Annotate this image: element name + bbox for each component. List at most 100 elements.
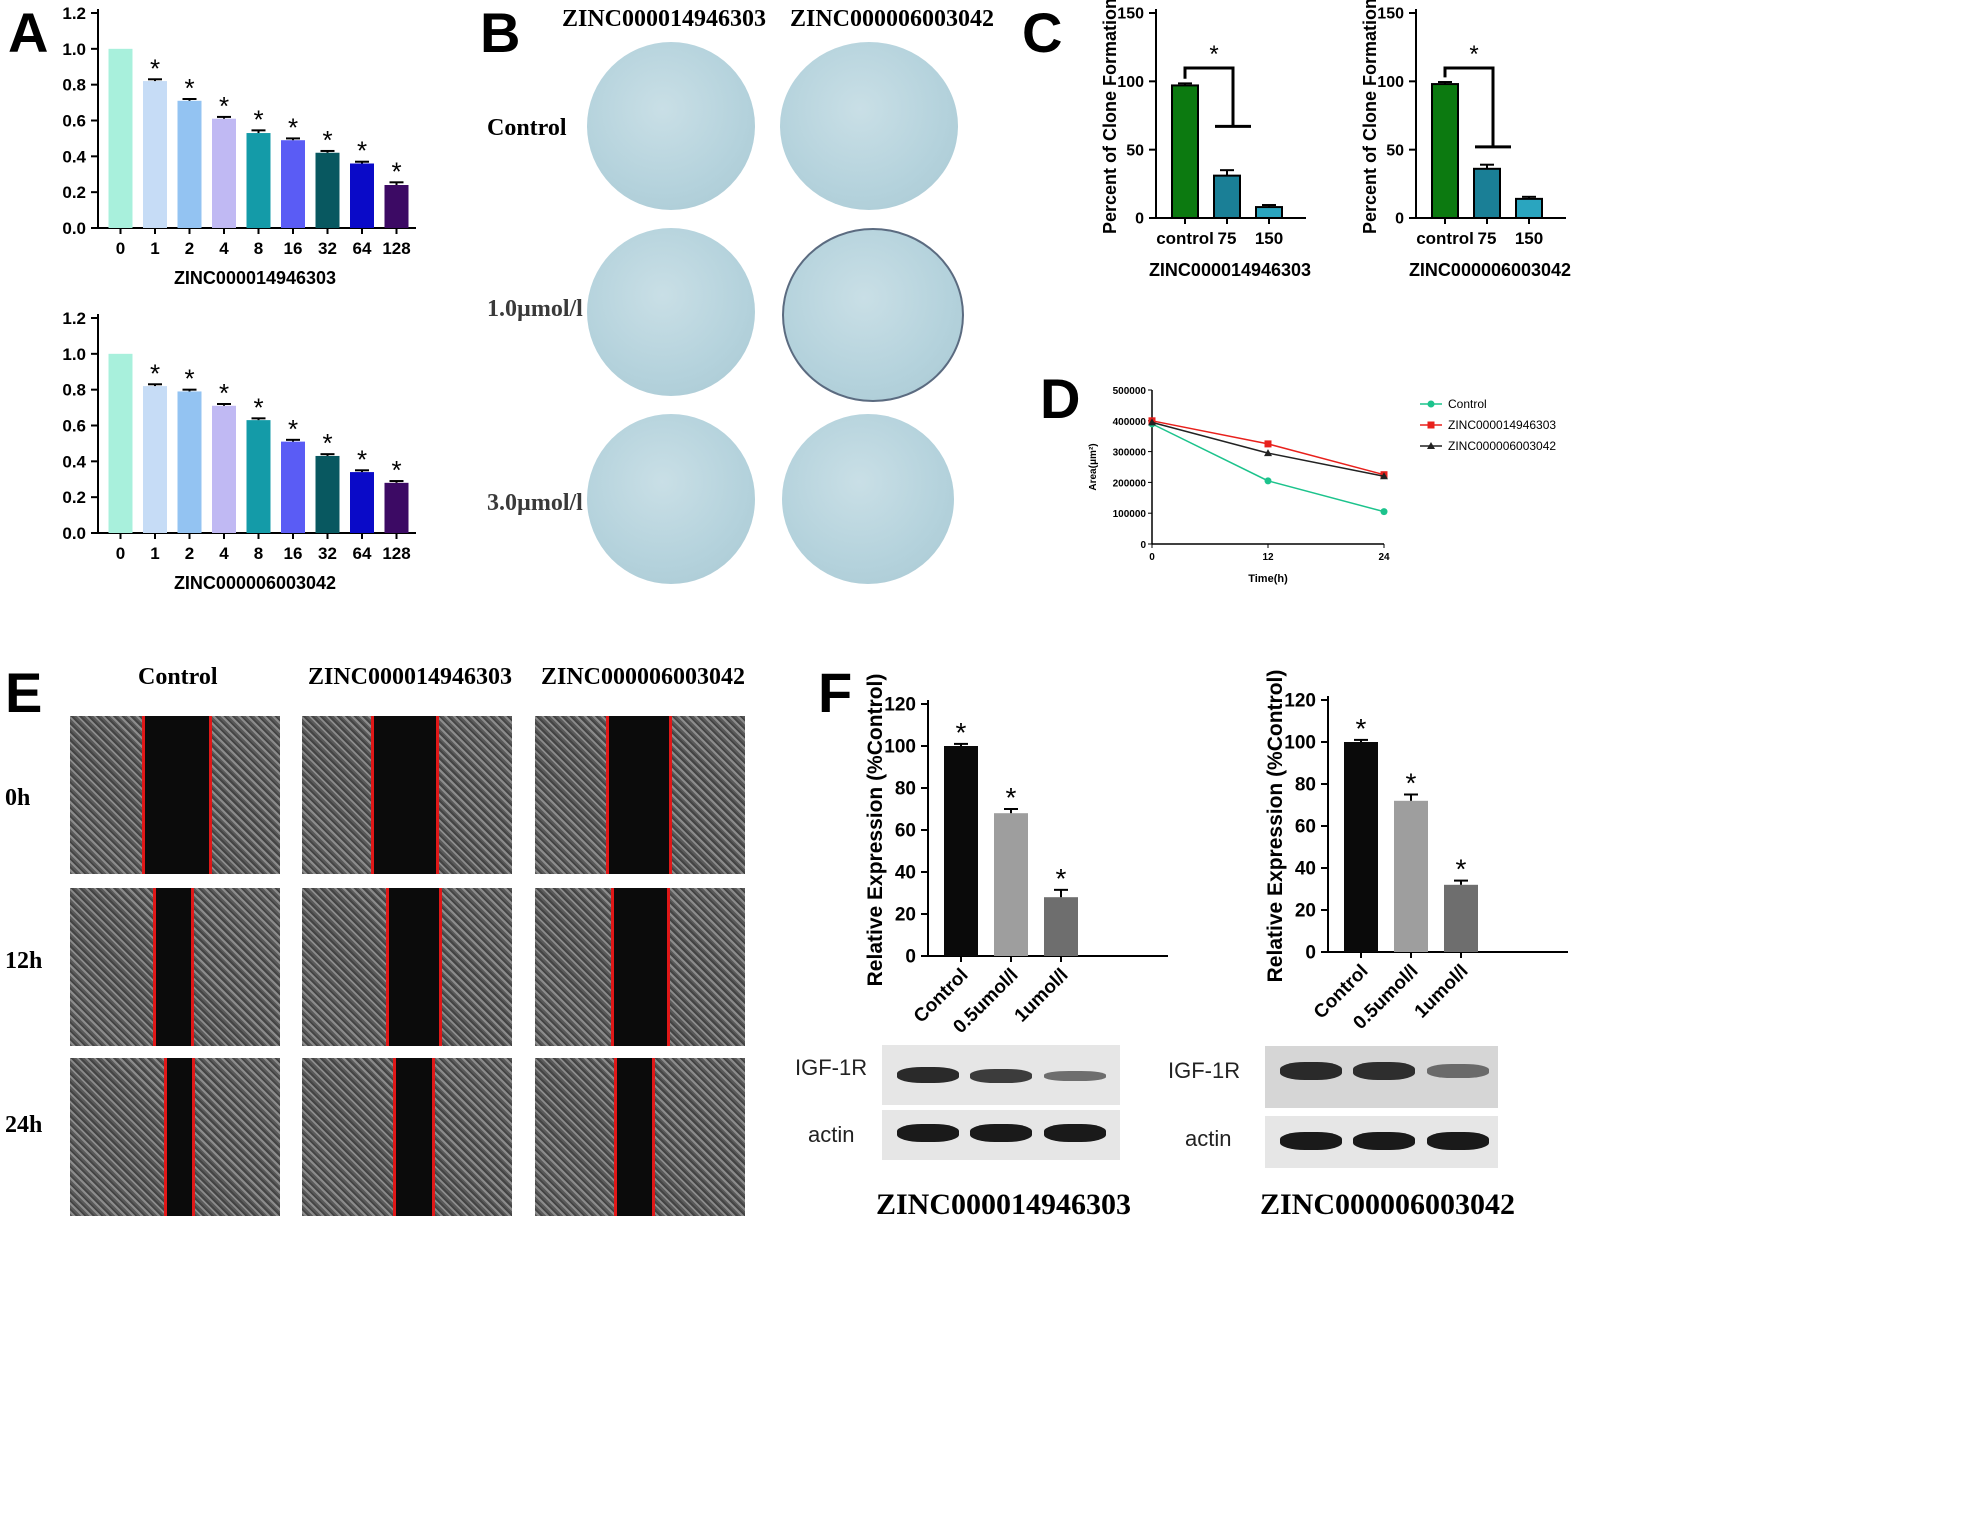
blot-label-igf1r: IGF-1R	[795, 1055, 868, 1080]
x-axis-label: ZINC000006003042	[174, 573, 336, 593]
significance-star: *	[1406, 768, 1417, 799]
panel-label-e: E	[5, 661, 43, 724]
y-axis-label: Relative Expression (%Control)	[1264, 670, 1287, 983]
colony-dish	[587, 414, 755, 584]
bar	[315, 152, 340, 228]
bar	[281, 441, 305, 533]
wound-edge-line	[163, 1058, 167, 1216]
point	[1427, 421, 1435, 429]
y-tick-label: 150	[1377, 6, 1404, 23]
wound-image	[535, 1058, 745, 1216]
y-tick-label: 60	[1295, 817, 1316, 838]
x-tick-label: 64	[353, 239, 372, 258]
bar	[1394, 800, 1428, 952]
y-tick-label: 60	[895, 821, 916, 842]
blot-label-actin: actin	[1185, 1126, 1232, 1151]
wound-edge-line	[605, 716, 609, 874]
x-tick-label: 16	[284, 239, 303, 258]
bar	[108, 353, 133, 533]
bar	[1213, 174, 1241, 219]
panel-e-col-label-1: Control	[138, 664, 218, 690]
significance-star: *	[1456, 854, 1467, 885]
wound-image	[535, 888, 745, 1046]
panel-label-d: D	[1040, 367, 1081, 430]
x-tick-label: 0	[1149, 552, 1155, 563]
wound-edge-line	[613, 1058, 617, 1216]
x-tick-label: 0	[116, 544, 125, 563]
y-tick-label: 0	[1305, 943, 1316, 964]
bar	[384, 482, 409, 533]
y-tick-label: 0.0	[62, 219, 86, 238]
panel-e-col-label-2: ZINC000014946303	[308, 664, 513, 690]
y-tick-label: 80	[895, 779, 916, 800]
bar	[143, 81, 167, 228]
significance-star: *	[253, 104, 263, 134]
western-blot-igf1r	[1265, 1046, 1498, 1108]
significance-star: *	[391, 455, 401, 485]
y-tick-label: 0.4	[62, 452, 86, 471]
panel-f-left-chart: 120100806040200*Control*0.5umol/l*1umol/…	[864, 674, 1168, 1038]
y-tick-label: 400000	[1113, 417, 1147, 428]
wound-image	[70, 888, 280, 1046]
bar	[1473, 167, 1501, 220]
western-blot-actin	[1265, 1116, 1498, 1168]
y-tick-label: 0.2	[62, 488, 86, 507]
y-tick-label: 80	[1295, 775, 1316, 796]
panel-d-line-chart: 500000 400000 300000 200000 100000 00 12 24 Time…	[1088, 386, 1556, 585]
y-tick-label: 0	[1395, 211, 1404, 228]
y-tick-label: 0.6	[62, 416, 86, 435]
bar	[212, 118, 236, 228]
x-tick-label: 4	[219, 544, 229, 563]
significance-star: *	[1006, 782, 1017, 813]
wound-image	[302, 716, 512, 874]
bar	[177, 100, 202, 228]
colony-dish	[587, 228, 755, 396]
bar	[315, 455, 340, 533]
x-tick-label: 32	[318, 239, 337, 258]
y-tick-label: 50	[1386, 142, 1404, 159]
x-tick-label: 1umol/l	[1411, 961, 1473, 1023]
wound-edge-line	[431, 1058, 435, 1216]
significance-star: *	[184, 73, 194, 103]
x-tick-label: 24	[1378, 552, 1390, 563]
significance-star: *	[1056, 863, 1067, 894]
y-tick-label: 1.0	[62, 40, 86, 59]
wound-edge-line	[438, 888, 442, 1046]
point	[1427, 442, 1435, 449]
bar	[281, 140, 305, 228]
wound-image	[70, 1058, 280, 1216]
western-blot-actin	[882, 1110, 1120, 1160]
wound-edge-line	[392, 1058, 396, 1216]
significance-star: *	[391, 156, 401, 186]
y-tick-label: 40	[895, 863, 916, 884]
y-tick-label: 500000	[1113, 386, 1147, 397]
wound-edge-line	[152, 888, 156, 1046]
y-tick-label: 0	[1135, 211, 1144, 228]
y-tick-label: 0.0	[62, 524, 86, 543]
panel-f-caption-1: ZINC000014946303	[876, 1188, 1132, 1221]
panel-b-row-label-1: Control	[487, 115, 567, 141]
significance-star: *	[219, 378, 229, 408]
bar	[1255, 206, 1283, 219]
y-tick-label: 100	[1377, 74, 1404, 91]
point	[1264, 477, 1272, 485]
panel-label-c: C	[1022, 1, 1063, 64]
y-tick-label: 0.6	[62, 111, 86, 130]
bar	[944, 746, 978, 956]
significance-bracket	[1183, 66, 1235, 127]
y-axis-label: Percent of Clone Formation	[1360, 0, 1380, 234]
panel-e-col-label-3: ZINC000006003042	[541, 664, 746, 690]
x-tick-label: 32	[318, 544, 337, 563]
y-tick-label: 0	[1140, 540, 1146, 551]
panel-c-left-chart: 150 100 50 0 control 75 150 * Percent of Clone F…	[1100, 0, 1311, 280]
wound-edge-line	[435, 716, 439, 874]
panel-label-b: B	[480, 1, 521, 64]
wound-image	[302, 1058, 512, 1216]
x-tick-label: 150	[1515, 229, 1543, 248]
x-tick-label: 64	[353, 544, 372, 563]
western-blot-igf1r	[882, 1045, 1120, 1105]
significance-star: *	[322, 428, 332, 458]
wound-edge-line	[370, 716, 374, 874]
panel-f-caption-2: ZINC000006003042	[1260, 1188, 1516, 1221]
bar	[384, 185, 409, 228]
